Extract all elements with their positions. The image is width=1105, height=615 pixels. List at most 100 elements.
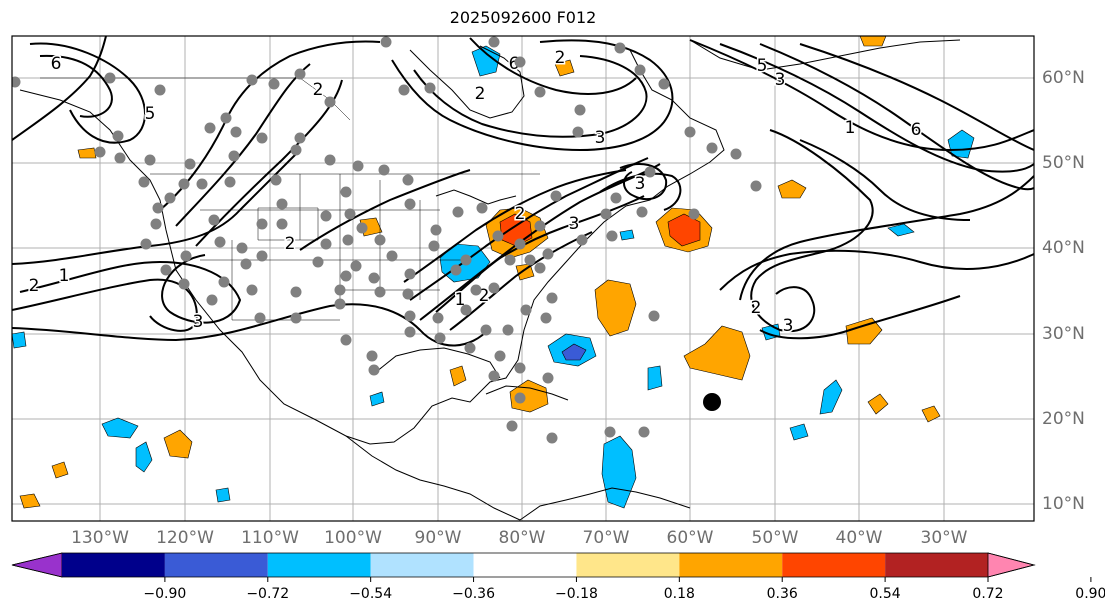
longitude-label: 110°W (241, 528, 299, 548)
longitude-label: 90°W (414, 528, 462, 548)
contour-label: 3 (193, 312, 204, 332)
station-marker (276, 218, 288, 230)
station-marker (312, 256, 324, 268)
station-marker (460, 254, 472, 266)
station-marker (246, 74, 258, 86)
station-marker (534, 220, 546, 232)
station-marker (604, 426, 616, 438)
contour-label: 3 (569, 214, 580, 234)
station-marker (276, 198, 288, 210)
station-marker (374, 234, 386, 246)
station-marker (576, 234, 588, 246)
station-marker (572, 126, 584, 138)
positive-anomaly-area (19, 493, 41, 509)
station-marker (378, 164, 390, 176)
positive-anomaly-area (77, 147, 97, 159)
station-marker (344, 208, 356, 220)
colorbar-segment (473, 553, 577, 577)
station-marker (256, 218, 268, 230)
longitude-label: 70°W (582, 528, 630, 548)
colorbar-tick-label: −0.54 (349, 586, 393, 602)
colorbar-segment (782, 553, 886, 577)
station-marker (140, 238, 152, 250)
station-marker (294, 68, 306, 80)
longitude-label: 100°W (324, 528, 382, 548)
station-marker (514, 238, 526, 250)
station-marker (488, 370, 500, 382)
station-marker (424, 82, 436, 94)
station-marker (114, 152, 126, 164)
station-marker (730, 148, 742, 160)
latitude-label: 60°N (1042, 68, 1085, 88)
positive-anomaly-area (509, 379, 549, 413)
station-marker (320, 210, 332, 222)
contour-label: 3 (783, 316, 794, 336)
station-marker (524, 254, 536, 266)
colorbar-segment (576, 553, 680, 577)
station-marker (12, 76, 21, 88)
station-marker (334, 298, 346, 310)
contour-label: 2 (29, 276, 40, 296)
station-marker (240, 258, 252, 270)
station-marker (208, 214, 220, 226)
station-marker (606, 230, 618, 242)
negative-anomaly-area (819, 379, 843, 415)
station-marker (340, 186, 352, 198)
colorbar-tick-label: −0.36 (452, 586, 495, 602)
station-marker (658, 78, 670, 90)
station-marker (514, 362, 526, 374)
station-marker (224, 176, 236, 188)
station-marker (706, 142, 718, 154)
positive-anomaly-area (777, 179, 807, 199)
colorbar-tick-label: −0.90 (143, 586, 187, 602)
station-marker (488, 282, 500, 294)
station-marker (150, 218, 162, 230)
station-marker (368, 364, 380, 376)
station-marker (356, 222, 368, 234)
contour-lines (12, 36, 1034, 347)
station-marker (340, 270, 352, 282)
colorbar-segment (370, 553, 474, 577)
contour-label: 2 (313, 80, 324, 100)
great-lakes-outline (435, 189, 517, 205)
station-marker (452, 206, 464, 218)
contour-label: 6 (51, 54, 62, 74)
station-marker (152, 202, 164, 214)
station-marker (268, 78, 280, 90)
station-marker (546, 432, 558, 444)
colorbar-segment (267, 553, 371, 577)
station-marker (320, 238, 332, 250)
station-marker (638, 426, 650, 438)
station-marker (428, 240, 440, 252)
station-marker (684, 126, 696, 138)
greenland-outline (689, 39, 961, 71)
station-marker (366, 350, 378, 362)
station-marker (290, 144, 302, 156)
colorbar-segment (679, 553, 783, 577)
station-marker (254, 312, 266, 324)
station-marker (402, 288, 414, 300)
longitude-label: 130°W (71, 528, 129, 548)
longitude-label: 40°W (835, 528, 883, 548)
colorbar-segment (164, 553, 268, 577)
north-america-coastline (19, 49, 725, 445)
station-marker (404, 326, 416, 338)
station-marker (178, 178, 190, 190)
longitude-label: 80°W (498, 528, 546, 548)
station-marker (520, 304, 532, 316)
station-marker (688, 208, 700, 220)
cuba-outline (485, 385, 569, 401)
positive-anomaly-area (859, 36, 887, 47)
latitude-label: 40°N (1042, 238, 1085, 258)
contour-label: 5 (757, 56, 768, 76)
station-marker (534, 86, 546, 98)
station-marker (600, 208, 612, 220)
contour-label: 2 (555, 48, 566, 68)
colorbar-segments (11, 552, 1036, 578)
gulf-coast (375, 347, 501, 379)
longitude-label: 50°W (751, 528, 799, 548)
station-marker (648, 310, 660, 322)
station-marker (514, 392, 526, 404)
